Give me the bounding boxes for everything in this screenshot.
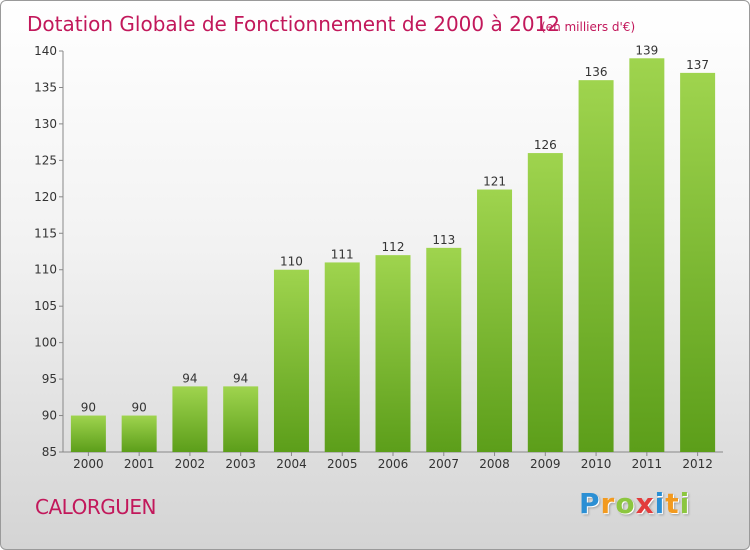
data-label: 90 — [132, 401, 147, 415]
x-tick-label: 2012 — [682, 457, 713, 471]
x-tick-label: 2001 — [124, 457, 155, 471]
bar — [121, 415, 157, 452]
data-label: 113 — [432, 233, 455, 247]
logo-letter: x — [635, 487, 655, 520]
bar — [578, 80, 614, 452]
data-label: 94 — [182, 371, 197, 385]
bar — [629, 58, 665, 453]
x-tick-label: 2007 — [428, 457, 459, 471]
y-tick-label: 95 — [42, 372, 57, 386]
logo-letter: P — [579, 487, 601, 520]
y-tick-label: 120 — [34, 190, 57, 204]
logo-letter: t — [665, 487, 680, 520]
commune-name: CALORGUEN — [35, 495, 156, 519]
bar — [273, 269, 309, 452]
x-tick-label: 2011 — [632, 457, 663, 471]
data-label: 111 — [331, 247, 354, 261]
x-tick-label: 2000 — [73, 457, 104, 471]
bars: 90 90 94 94 110 111 112 113 121 126 136 139 137 — [70, 43, 716, 453]
bar — [426, 247, 462, 452]
data-label: 126 — [534, 138, 557, 152]
chart-title: Dotation Globale de Fonctionnement de 20… — [27, 12, 560, 36]
y-tick-label: 90 — [42, 409, 57, 423]
y-tick-label: 105 — [34, 299, 57, 313]
bar — [680, 72, 716, 452]
data-label: 110 — [280, 255, 303, 269]
y-tick-label: 110 — [34, 263, 57, 277]
chart-subtitle: (en milliers d'€) — [541, 20, 635, 34]
x-tick-label: 2008 — [479, 457, 510, 471]
data-label: 136 — [585, 65, 608, 79]
data-label: 112 — [382, 240, 405, 254]
bar — [477, 189, 513, 452]
y-tick-label: 85 — [42, 445, 57, 459]
x-tick-label: 2002 — [175, 457, 206, 471]
x-tick-label: 2004 — [276, 457, 307, 471]
proxiti-logo: Proxiti — [579, 487, 690, 520]
y-tick-label: 130 — [34, 117, 57, 131]
data-label: 139 — [635, 43, 658, 57]
x-tick-label: 2010 — [581, 457, 612, 471]
bar — [172, 386, 208, 452]
bar — [223, 386, 259, 452]
data-label: 94 — [233, 371, 248, 385]
x-tick-label: 2003 — [225, 457, 256, 471]
logo-letter: i — [679, 487, 691, 520]
data-label: 137 — [686, 58, 709, 72]
logo-letter: o — [615, 487, 636, 520]
logo-letter: r — [600, 487, 616, 520]
data-label: 90 — [81, 401, 96, 415]
data-label: 121 — [483, 175, 506, 189]
y-tick-label: 125 — [34, 153, 57, 167]
y-tick-label: 135 — [34, 80, 57, 94]
bar — [527, 153, 563, 452]
y-tick-label: 140 — [34, 44, 57, 58]
x-tick-label: 2006 — [378, 457, 409, 471]
bar — [324, 262, 360, 452]
bar — [70, 415, 106, 452]
x-tick-label: 2005 — [327, 457, 358, 471]
axes: 85 90 95 100 105 110 115 120 125 130 135 140 2000 200… — [34, 44, 723, 471]
y-tick-label: 100 — [34, 336, 57, 350]
logo-letter: i — [654, 487, 666, 520]
bar — [375, 255, 411, 452]
y-tick-label: 115 — [34, 226, 57, 240]
x-tick-label: 2009 — [530, 457, 561, 471]
